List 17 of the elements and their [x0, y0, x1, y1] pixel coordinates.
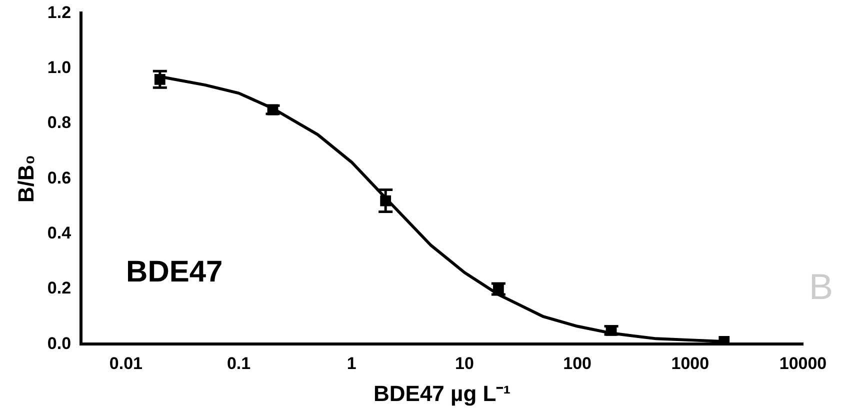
x-axis-title: BDE47 µg L⁻¹	[374, 380, 511, 406]
x-tick-label: 10	[455, 354, 474, 374]
x-tick-label: 1000	[671, 354, 710, 374]
y-axis-title: B/B₀	[13, 154, 38, 203]
x-tick-label: 10000	[779, 354, 827, 374]
y-tick-label: 1.0	[47, 58, 72, 78]
y-tick-label: 0.2	[47, 278, 72, 298]
x-tick-label: 0.1	[226, 354, 251, 374]
x-tick-label: 100	[563, 354, 592, 374]
y-tick-label: 0.0	[47, 334, 72, 353]
x-tick-label: 1	[346, 354, 356, 374]
annotation: BDE47	[126, 256, 223, 289]
y-tick-label: 1.2	[47, 2, 72, 22]
y-tick-label: 0.8	[47, 113, 72, 132]
y-tick-label: 0.4	[47, 224, 72, 243]
y-tick-label: 0.6	[47, 168, 72, 188]
x-tick-label: 0.01	[109, 354, 142, 374]
